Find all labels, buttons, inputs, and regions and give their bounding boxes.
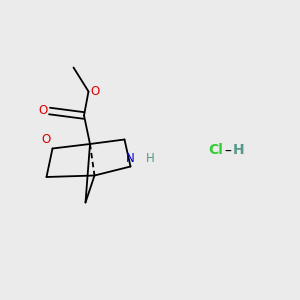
Text: O: O: [42, 133, 51, 146]
Text: Cl: Cl: [208, 143, 224, 157]
Text: O: O: [39, 104, 48, 118]
Text: O: O: [90, 85, 99, 98]
Text: H: H: [233, 143, 244, 157]
Text: N: N: [126, 152, 135, 165]
Text: –: –: [224, 145, 231, 158]
Text: H: H: [146, 152, 154, 165]
